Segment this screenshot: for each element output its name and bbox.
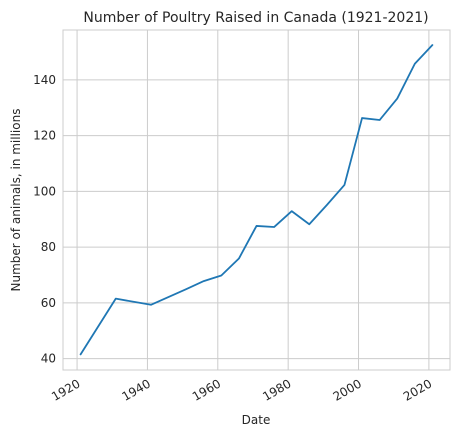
grid-lines — [63, 30, 450, 370]
y-tick-label: 120 — [33, 129, 56, 143]
x-axis-label: Date — [242, 413, 271, 427]
x-tick-label: 1980 — [260, 376, 293, 403]
x-tick-label: 2020 — [401, 376, 434, 403]
x-tick-label: 1940 — [119, 376, 152, 403]
series-group — [79, 44, 434, 356]
y-tick-label: 40 — [41, 352, 56, 366]
y-tick-label: 60 — [41, 296, 56, 310]
y-tick-label: 80 — [41, 240, 56, 254]
series-line — [79, 44, 434, 356]
y-tick-label: 140 — [33, 73, 56, 87]
y-tick-labels: 40 60 80 100 120 140 — [33, 73, 56, 366]
y-axis-label: Number of animals, in millions — [9, 109, 23, 292]
x-tick-label: 1960 — [190, 376, 223, 403]
plot-area — [62, 29, 451, 371]
x-tick-labels: 1920 1940 1960 1980 2000 2020 — [49, 376, 434, 403]
x-tick-label: 2000 — [331, 376, 364, 403]
x-tick-label: 1920 — [49, 376, 82, 403]
chart-title: Number of Poultry Raised in Canada (1921… — [83, 10, 428, 26]
y-tick-label: 100 — [33, 184, 56, 198]
